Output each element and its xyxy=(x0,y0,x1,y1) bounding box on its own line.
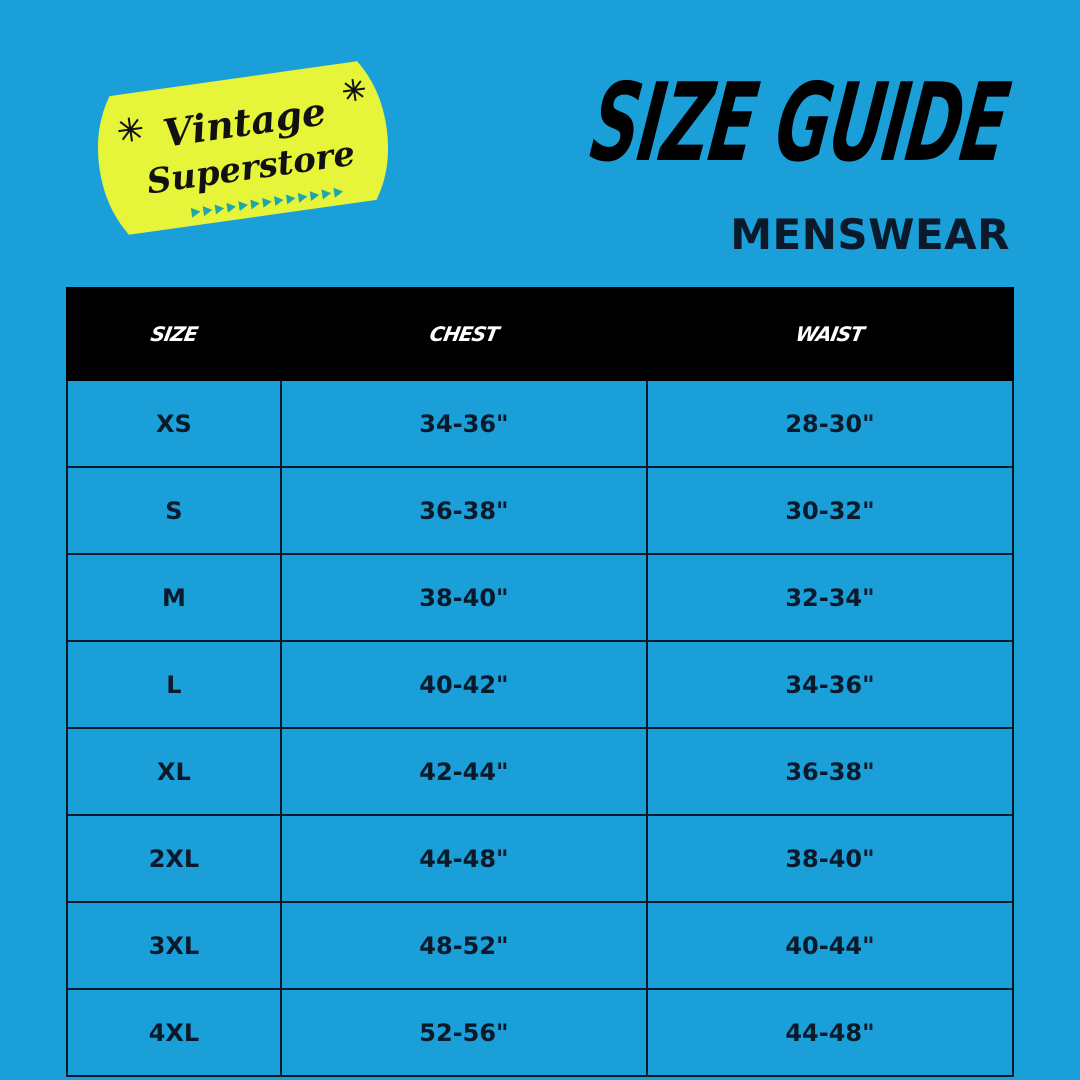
arrow-mark xyxy=(262,197,272,208)
chest-cell: 44-48" xyxy=(279,814,648,903)
size-cell: 4XL xyxy=(66,988,282,1077)
chest-cell: 42-44" xyxy=(279,727,648,816)
chest-cell: 34-36" xyxy=(279,379,648,468)
waist-cell: 44-48" xyxy=(645,988,1015,1077)
chest-cell: 48-52" xyxy=(279,901,648,990)
vintage-superstore-logo: Vintage Superstore xyxy=(97,61,389,235)
arrow-mark xyxy=(309,191,320,202)
waist-cell: 28-30" xyxy=(645,379,1015,468)
table-row: S 36-38" 30-32" xyxy=(66,466,1015,555)
table-row: 4XL 52-56" 44-48" xyxy=(66,988,1015,1077)
size-table: SIZE CHEST WAIST XS 34-36" 28-30" S 36-38" 3… xyxy=(66,287,1015,1077)
star-icon xyxy=(342,78,366,102)
table-row: 3XL 48-52" 40-44" xyxy=(66,901,1015,990)
table-row: L 40-42" 34-36" xyxy=(66,640,1015,729)
arrow-row-icon xyxy=(190,187,344,218)
waist-cell: 32-34" xyxy=(645,553,1015,642)
arrow-mark xyxy=(250,199,260,210)
waist-cell: 40-44" xyxy=(645,901,1015,990)
arrow-mark xyxy=(274,196,284,207)
page-subtitle: MENSWEAR xyxy=(730,210,1010,259)
size-cell: 3XL xyxy=(66,901,282,990)
table-row: XS 34-36" 28-30" xyxy=(66,379,1015,468)
chest-cell: 52-56" xyxy=(279,988,648,1077)
waist-cell: 38-40" xyxy=(645,814,1015,903)
size-cell: S xyxy=(66,466,282,555)
arrow-mark xyxy=(333,187,344,198)
page-title: SIZE GUIDE xyxy=(584,61,1016,186)
size-cell: L xyxy=(66,640,282,729)
size-cell: XS xyxy=(66,379,282,468)
column-header-chest: CHEST xyxy=(279,287,648,381)
arrow-mark xyxy=(238,201,248,212)
arrow-mark xyxy=(285,194,296,205)
chest-cell: 36-38" xyxy=(279,466,648,555)
size-cell: M xyxy=(66,553,282,642)
waist-cell: 34-36" xyxy=(645,640,1015,729)
chest-cell: 38-40" xyxy=(279,553,648,642)
chest-cell: 40-42" xyxy=(279,640,648,729)
size-cell: 2XL xyxy=(66,814,282,903)
table-row: 2XL 44-48" 38-40" xyxy=(66,814,1015,903)
table-row: XL 42-44" 36-38" xyxy=(66,727,1015,816)
arrow-mark xyxy=(226,202,237,213)
arrow-mark xyxy=(297,192,308,203)
column-header-size: SIZE xyxy=(66,287,282,381)
logo-badge xyxy=(97,61,389,235)
waist-cell: 36-38" xyxy=(645,727,1015,816)
waist-cell: 30-32" xyxy=(645,466,1015,555)
table-row: M 38-40" 32-34" xyxy=(66,553,1015,642)
column-header-waist: WAIST xyxy=(645,287,1015,381)
star-icon xyxy=(118,117,143,142)
size-cell: XL xyxy=(66,727,282,816)
arrow-mark xyxy=(202,206,213,217)
table-header-row: SIZE CHEST WAIST xyxy=(66,287,1015,381)
arrow-mark xyxy=(321,189,332,200)
arrow-mark xyxy=(214,204,225,215)
arrow-mark xyxy=(190,207,201,218)
